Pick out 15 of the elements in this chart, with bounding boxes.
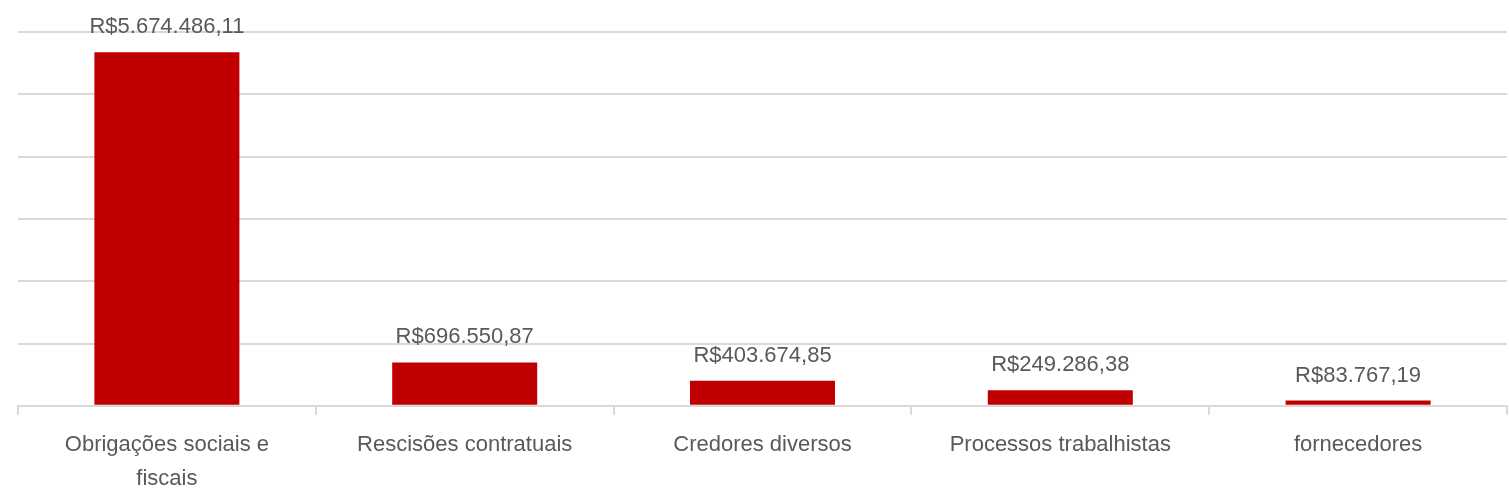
bar: [1285, 400, 1431, 405]
x-tick-label: fornecedores: [1293, 430, 1423, 456]
bar: [94, 52, 240, 405]
bar: [392, 362, 538, 405]
data-label: R$696.550,87: [395, 323, 534, 349]
x-tick-label: Processos trabalhistas: [949, 430, 1171, 456]
x-tick-label: Obrigações sociais e fiscais: [64, 430, 270, 491]
bar: [689, 380, 836, 405]
x-tick-label: Credores diversos: [673, 430, 852, 456]
data-label: R$249.286,38: [991, 351, 1130, 377]
x-tick-label: Rescisões contratuais: [357, 430, 573, 456]
data-label: R$5.674.486,11: [89, 13, 245, 39]
data-label: R$83.767,19: [1295, 361, 1422, 387]
bar: [987, 390, 1133, 405]
data-label: R$403.674,85: [693, 341, 832, 367]
